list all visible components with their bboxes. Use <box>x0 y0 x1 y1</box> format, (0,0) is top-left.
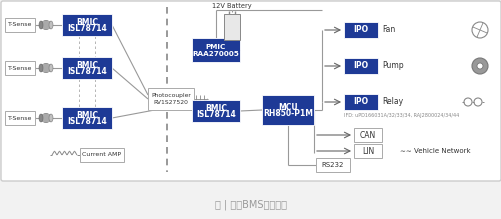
Text: ISL78714: ISL78714 <box>67 117 107 126</box>
Text: IPO: IPO <box>353 97 368 106</box>
Ellipse shape <box>41 21 51 30</box>
Text: IPO: IPO <box>353 25 368 35</box>
Text: Pump: Pump <box>381 62 403 71</box>
Text: CAN: CAN <box>359 131 375 140</box>
Text: BMIC: BMIC <box>76 61 98 70</box>
Text: Fan: Fan <box>381 25 394 35</box>
FancyBboxPatch shape <box>5 61 35 75</box>
Text: LIN: LIN <box>361 147 373 155</box>
FancyBboxPatch shape <box>62 107 112 129</box>
FancyBboxPatch shape <box>343 22 377 38</box>
Text: RAA270005: RAA270005 <box>192 51 239 57</box>
Text: T-Sense: T-Sense <box>8 65 32 71</box>
Text: PMIC: PMIC <box>205 44 226 50</box>
FancyBboxPatch shape <box>343 94 377 110</box>
Text: 图 | 汽车BMS系统框图: 图 | 汽车BMS系统框图 <box>214 200 287 210</box>
Text: RH850-P1M: RH850-P1M <box>263 109 313 118</box>
Bar <box>41 64 51 72</box>
Text: BMIC: BMIC <box>76 111 98 120</box>
FancyBboxPatch shape <box>223 14 239 40</box>
FancyBboxPatch shape <box>191 100 239 122</box>
Text: ISL78714: ISL78714 <box>196 110 235 119</box>
Text: Current AMP: Current AMP <box>82 152 121 157</box>
FancyBboxPatch shape <box>62 57 112 79</box>
Text: IFD: uPD166031A/32/33/34, RAJ2800024/34/44: IFD: uPD166031A/32/33/34, RAJ2800024/34/… <box>343 113 458 118</box>
Text: BMIC: BMIC <box>204 104 226 113</box>
FancyBboxPatch shape <box>5 111 35 125</box>
FancyBboxPatch shape <box>1 1 500 181</box>
Ellipse shape <box>41 64 51 72</box>
Bar <box>41 21 51 29</box>
Bar <box>41 114 51 122</box>
Ellipse shape <box>39 21 43 29</box>
Ellipse shape <box>39 114 43 122</box>
Ellipse shape <box>49 114 53 122</box>
FancyBboxPatch shape <box>5 18 35 32</box>
Text: IPO: IPO <box>353 62 368 71</box>
FancyBboxPatch shape <box>148 88 193 110</box>
FancyBboxPatch shape <box>191 38 239 62</box>
Text: T-Sense: T-Sense <box>8 115 32 120</box>
Text: ∼∼ Vehicle Network: ∼∼ Vehicle Network <box>399 148 470 154</box>
Text: RS232: RS232 <box>321 162 344 168</box>
Ellipse shape <box>39 64 43 72</box>
Circle shape <box>476 63 482 69</box>
FancyBboxPatch shape <box>262 95 313 125</box>
FancyBboxPatch shape <box>343 58 377 74</box>
Ellipse shape <box>41 113 51 122</box>
FancyBboxPatch shape <box>80 148 124 162</box>
Text: MCU: MCU <box>278 103 297 112</box>
Ellipse shape <box>49 21 53 29</box>
Text: RV1S27520: RV1S27520 <box>153 100 188 105</box>
Text: 12V Battery: 12V Battery <box>212 3 252 9</box>
Text: T-Sense: T-Sense <box>8 23 32 28</box>
FancyBboxPatch shape <box>353 128 381 142</box>
Text: Photocoupler: Photocoupler <box>151 94 190 99</box>
Text: ISL78714: ISL78714 <box>67 24 107 33</box>
FancyBboxPatch shape <box>62 14 112 36</box>
Text: ISL78714: ISL78714 <box>67 67 107 76</box>
Text: BMIC: BMIC <box>76 18 98 27</box>
Text: Relay: Relay <box>381 97 402 106</box>
Ellipse shape <box>49 64 53 72</box>
FancyBboxPatch shape <box>353 144 381 158</box>
FancyBboxPatch shape <box>315 158 349 172</box>
Circle shape <box>471 58 487 74</box>
